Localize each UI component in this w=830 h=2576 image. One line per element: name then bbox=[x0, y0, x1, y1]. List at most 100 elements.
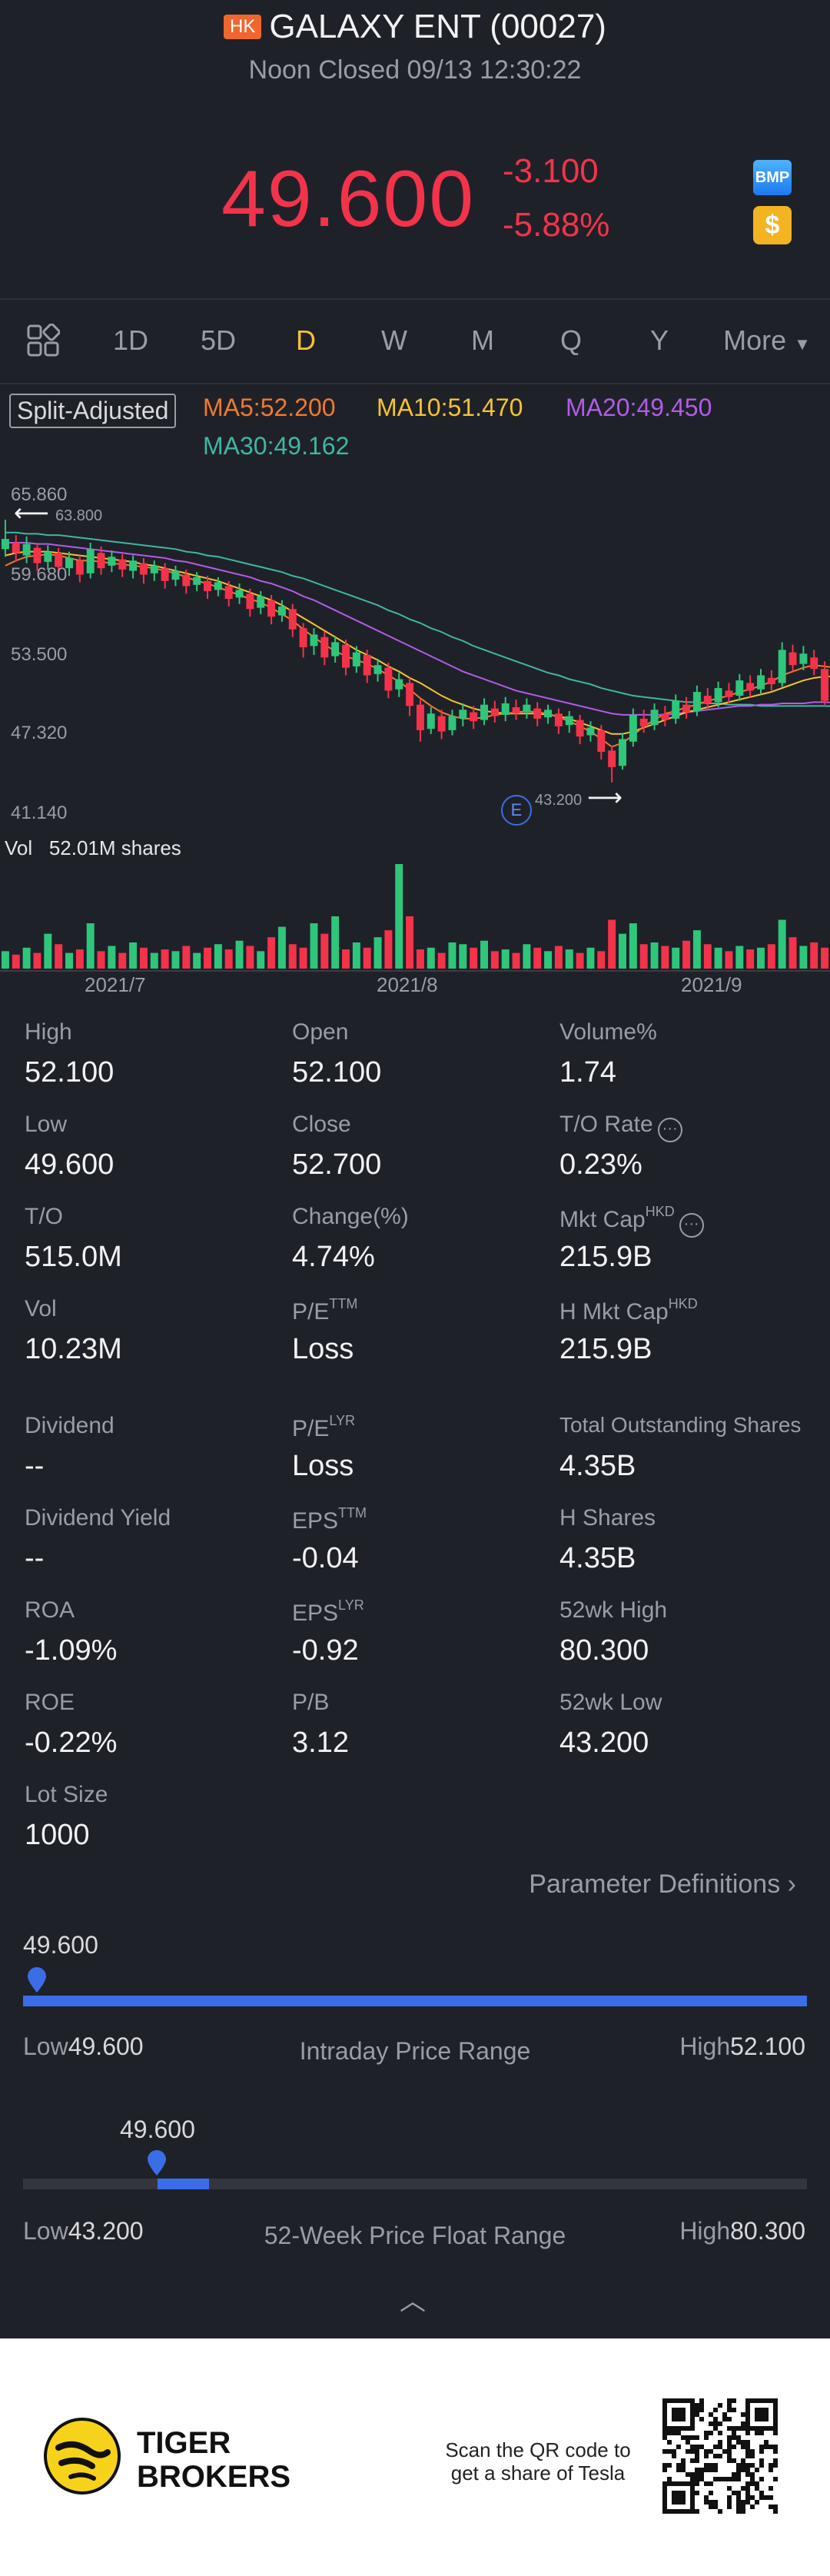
qr-module bbox=[755, 2412, 759, 2417]
pe-lyr-value: Loss bbox=[292, 1450, 354, 1482]
volume-bar bbox=[586, 947, 595, 969]
tab-more[interactable]: More ▼ bbox=[704, 324, 830, 357]
qr-module bbox=[709, 2431, 713, 2435]
qr-module bbox=[662, 2435, 667, 2440]
qr-module bbox=[676, 2445, 681, 2449]
qr-module bbox=[676, 2481, 681, 2486]
turnover-rate-label: T/O Rate ··· bbox=[559, 1112, 682, 1142]
qr-module bbox=[681, 2426, 686, 2431]
qr-module bbox=[690, 2495, 695, 2500]
candlestick-chart[interactable] bbox=[0, 477, 830, 830]
qr-module bbox=[736, 2509, 741, 2514]
tab-day[interactable]: D bbox=[296, 324, 316, 356]
lot-size-label: Lot Size bbox=[25, 1782, 108, 1807]
qr-module bbox=[750, 2398, 755, 2403]
split-adjusted-button[interactable]: Split-Adjusted bbox=[9, 394, 177, 428]
currency-icon[interactable]: $ bbox=[753, 206, 792, 244]
candle bbox=[118, 553, 127, 577]
qr-module bbox=[750, 2426, 755, 2431]
candle-body bbox=[65, 557, 73, 569]
qr-module bbox=[759, 2417, 764, 2421]
qr-module bbox=[676, 2509, 681, 2514]
candle bbox=[661, 706, 669, 726]
qr-module bbox=[736, 2500, 741, 2505]
qr-module bbox=[662, 2408, 667, 2412]
candle-body bbox=[108, 557, 116, 566]
roe-label: ROE bbox=[25, 1690, 75, 1715]
candle-body bbox=[523, 704, 531, 713]
candle bbox=[182, 569, 191, 594]
qr-module bbox=[713, 2468, 718, 2472]
candle-body bbox=[650, 710, 659, 726]
more-info-icon[interactable]: ··· bbox=[657, 1118, 682, 1142]
qr-module bbox=[773, 2463, 778, 2468]
qr-module bbox=[745, 2398, 750, 2403]
volume-bar bbox=[204, 947, 211, 969]
qr-module bbox=[773, 2449, 778, 2454]
candle-body bbox=[310, 634, 318, 646]
volume-bar bbox=[299, 947, 307, 969]
tab-month[interactable]: M bbox=[471, 324, 494, 356]
more-info-icon[interactable]: ··· bbox=[679, 1213, 704, 1238]
qr-module bbox=[750, 2495, 755, 2500]
intraday-range-bar bbox=[23, 1996, 807, 2006]
qr-module bbox=[718, 2403, 722, 2408]
dividend-label: Dividend bbox=[25, 1413, 115, 1438]
qr-module bbox=[722, 2412, 727, 2417]
volume-bar bbox=[55, 944, 63, 969]
candle bbox=[352, 646, 360, 673]
qr-module bbox=[718, 2431, 722, 2435]
qr-module bbox=[732, 2435, 736, 2440]
qr-module bbox=[676, 2426, 681, 2431]
volume-bar bbox=[22, 947, 31, 969]
event-marker-icon[interactable]: E bbox=[501, 795, 532, 826]
candle-body bbox=[639, 718, 648, 726]
qr-module bbox=[690, 2412, 695, 2417]
candle-body bbox=[204, 580, 211, 592]
qr-module bbox=[745, 2463, 750, 2468]
week52-low: Low43.200 bbox=[23, 2217, 144, 2245]
tab-quarter[interactable]: Q bbox=[559, 324, 582, 356]
tab-year[interactable]: Y bbox=[649, 324, 669, 356]
qr-module bbox=[736, 2491, 741, 2495]
grid-icon[interactable] bbox=[0, 324, 86, 357]
volume-bar bbox=[437, 952, 446, 969]
qr-module bbox=[662, 2495, 667, 2500]
qr-module bbox=[773, 2477, 778, 2481]
bmp-icon[interactable]: BMP bbox=[753, 160, 792, 195]
volume-bar bbox=[363, 947, 371, 969]
qr-module bbox=[713, 2421, 718, 2426]
candle bbox=[235, 583, 244, 604]
qr-module bbox=[764, 2445, 769, 2449]
candle-body bbox=[161, 568, 169, 581]
qr-module bbox=[769, 2463, 773, 2468]
qr-module bbox=[690, 2417, 695, 2421]
qr-module bbox=[695, 2449, 699, 2454]
candle bbox=[682, 696, 691, 719]
qr-module bbox=[681, 2491, 686, 2495]
chevron-up-icon[interactable]: ︿ bbox=[400, 2287, 426, 2316]
candle bbox=[33, 543, 42, 571]
tab-5d[interactable]: 5D bbox=[200, 324, 237, 356]
volume-bar bbox=[767, 944, 775, 969]
qr-module bbox=[667, 2431, 672, 2435]
candle bbox=[533, 702, 542, 726]
h-shares-value: 4.35B bbox=[559, 1542, 636, 1574]
qr-module bbox=[722, 2417, 727, 2421]
candle-body bbox=[501, 703, 510, 715]
candle bbox=[139, 557, 148, 584]
tab-1d[interactable]: 1D bbox=[112, 324, 149, 356]
week52-range-bar bbox=[23, 2179, 807, 2189]
qr-module bbox=[773, 2505, 778, 2509]
qr-module bbox=[704, 2435, 709, 2440]
parameter-definitions-link[interactable]: Parameter Definitions › bbox=[529, 1870, 796, 1899]
candle-body bbox=[171, 570, 180, 580]
qr-module bbox=[745, 2431, 750, 2435]
qr-module bbox=[732, 2491, 736, 2495]
tab-week[interactable]: W bbox=[381, 324, 407, 356]
qr-module bbox=[709, 2491, 713, 2495]
price-change: -3.100 bbox=[503, 152, 599, 190]
volume-bar bbox=[459, 944, 467, 969]
candle-body bbox=[597, 730, 606, 753]
qr-module bbox=[686, 2426, 690, 2431]
